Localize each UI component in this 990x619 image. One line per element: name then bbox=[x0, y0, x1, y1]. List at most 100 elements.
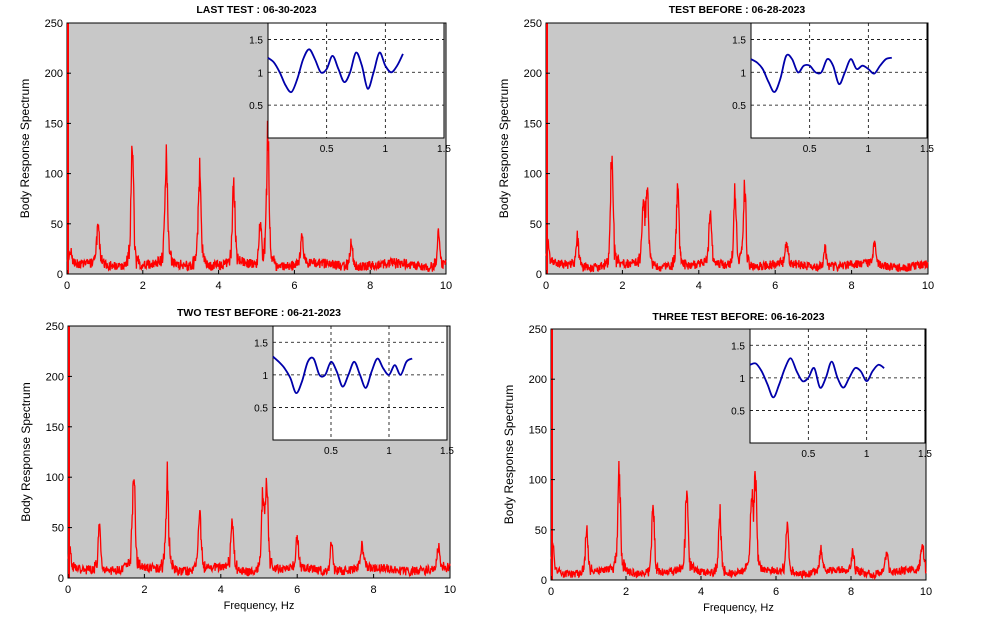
inset-x-tick-label: 1 bbox=[386, 446, 392, 457]
x-tick-label: 0 bbox=[64, 280, 70, 292]
inset-series bbox=[267, 48, 404, 94]
inset-chart: 0.5 1 1.5 0.5 1 1.5 bbox=[249, 22, 451, 155]
y-tick-label: 100 bbox=[46, 472, 64, 484]
y-axis-label: Body Response Spectrum bbox=[497, 79, 511, 218]
inset-y-tick-label: 1 bbox=[740, 68, 746, 79]
x-tick-label: 10 bbox=[440, 280, 452, 292]
x-tick-label: 0 bbox=[65, 584, 71, 596]
y-tick-label: 150 bbox=[46, 422, 64, 434]
inset-chart: 0.5 1 1.5 0.5 1 1.5 bbox=[732, 22, 934, 155]
x-tick-label: 2 bbox=[623, 586, 629, 598]
y-tick-label: 150 bbox=[45, 118, 63, 130]
y-tick-label: 100 bbox=[524, 169, 542, 181]
x-tick-label: 10 bbox=[444, 584, 456, 596]
y-tick-label: 50 bbox=[530, 219, 542, 231]
y-tick-label: 150 bbox=[524, 118, 542, 130]
y-tick-label: 200 bbox=[524, 68, 542, 80]
inset-y-tick-label: 1.5 bbox=[731, 341, 745, 352]
y-tick-label: 0 bbox=[541, 575, 547, 587]
y-tick-label: 100 bbox=[529, 475, 547, 487]
y-axis-label: Body Response Spectrum bbox=[19, 382, 33, 521]
x-tick-label: 10 bbox=[920, 586, 932, 598]
y-axis-label: Body Response Spectrum bbox=[502, 385, 516, 524]
x-tick-label: 2 bbox=[141, 584, 147, 596]
x-tick-label: 6 bbox=[291, 280, 297, 292]
inset-y-tick-label: 1 bbox=[739, 374, 745, 385]
x-tick-label: 6 bbox=[772, 280, 778, 292]
spectrum-series bbox=[67, 461, 451, 578]
spectrum-series bbox=[66, 120, 447, 273]
inset-x-tick-label: 0.5 bbox=[320, 144, 334, 155]
inset-x-tick-label: 1 bbox=[864, 449, 870, 460]
x-tick-label: 2 bbox=[619, 280, 625, 292]
inset-x-tick-label: 1.5 bbox=[920, 144, 934, 155]
chart-title: TEST BEFORE : 06-28-2023 bbox=[669, 4, 806, 16]
x-tick-label: 0 bbox=[548, 586, 554, 598]
x-tick-label: 8 bbox=[849, 280, 855, 292]
inset-y-tick-label: 1.5 bbox=[254, 338, 268, 349]
x-tick-label: 4 bbox=[698, 586, 704, 598]
x-tick-label: 6 bbox=[773, 586, 779, 598]
chart-title: THREE TEST BEFORE: 06-16-2023 bbox=[652, 311, 824, 323]
inset-x-tick-label: 0.5 bbox=[803, 144, 817, 155]
inset-x-tick-label: 1.5 bbox=[437, 144, 451, 155]
inset-y-tick-label: 1 bbox=[262, 371, 268, 382]
inset-y-tick-label: 0.5 bbox=[732, 101, 746, 112]
spectrum-series bbox=[545, 155, 929, 273]
chart-panel-3: 0 50 100 150 200 250 0 2 4 6 8 10 TWO TEST BEFORE : … bbox=[19, 307, 456, 612]
y-tick-label: 200 bbox=[529, 374, 547, 386]
chart-title: LAST TEST : 06-30-2023 bbox=[196, 4, 316, 16]
inset-series bbox=[749, 357, 885, 399]
x-tick-label: 2 bbox=[140, 280, 146, 292]
inset-x-tick-label: 1.5 bbox=[918, 449, 932, 460]
y-axis-label: Body Response Spectrum bbox=[18, 79, 32, 218]
y-tick-label: 0 bbox=[57, 269, 63, 281]
y-tick-label: 50 bbox=[535, 525, 547, 537]
inset-y-tick-label: 0.5 bbox=[254, 403, 268, 414]
y-tick-label: 250 bbox=[46, 321, 64, 333]
x-tick-label: 4 bbox=[216, 280, 222, 292]
y-tick-label: 0 bbox=[536, 269, 542, 281]
inset-plot-area bbox=[750, 22, 928, 139]
inset-series bbox=[750, 53, 892, 93]
inset-series bbox=[272, 355, 413, 394]
chart-panel-4: 0 50 100 150 200 250 0 2 4 6 8 10 THREE TEST BEFORE:… bbox=[502, 311, 932, 614]
y-tick-label: 200 bbox=[46, 371, 64, 383]
x-tick-label: 8 bbox=[848, 586, 854, 598]
inset-x-tick-label: 0.5 bbox=[324, 446, 338, 457]
inset-plot-area bbox=[272, 325, 448, 441]
chart-panel-1: 0 50 100 150 200 250 0 2 4 6 8 10 LAST TEST : 06-30-… bbox=[18, 4, 452, 292]
inset-x-tick-label: 1 bbox=[383, 144, 389, 155]
inset-plot-area bbox=[267, 22, 445, 139]
y-tick-label: 100 bbox=[45, 169, 63, 181]
inset-y-tick-label: 1.5 bbox=[732, 35, 746, 46]
y-tick-label: 250 bbox=[524, 18, 542, 30]
y-tick-label: 200 bbox=[45, 68, 63, 80]
x-axis-label: Frequency, Hz bbox=[703, 602, 774, 614]
x-tick-label: 6 bbox=[294, 584, 300, 596]
x-tick-label: 10 bbox=[922, 280, 934, 292]
inset-x-tick-label: 0.5 bbox=[801, 449, 815, 460]
y-tick-label: 250 bbox=[45, 18, 63, 30]
y-tick-label: 250 bbox=[529, 324, 547, 336]
inset-y-tick-label: 0.5 bbox=[249, 101, 263, 112]
inset-y-tick-label: 1 bbox=[257, 68, 263, 79]
y-tick-label: 150 bbox=[529, 424, 547, 436]
y-tick-label: 0 bbox=[58, 573, 64, 585]
inset-y-tick-label: 1.5 bbox=[249, 35, 263, 46]
inset-x-tick-label: 1 bbox=[866, 144, 872, 155]
inset-y-tick-label: 0.5 bbox=[731, 406, 745, 417]
x-tick-label: 0 bbox=[543, 280, 549, 292]
inset-x-tick-label: 1.5 bbox=[440, 446, 454, 457]
x-tick-label: 8 bbox=[367, 280, 373, 292]
inset-chart: 0.5 1 1.5 0.5 1 1.5 bbox=[731, 328, 932, 460]
y-tick-label: 50 bbox=[52, 523, 64, 535]
x-tick-label: 8 bbox=[371, 584, 377, 596]
x-tick-label: 4 bbox=[218, 584, 224, 596]
chart-panel-2: 0 50 100 150 200 250 0 2 4 6 8 10 TEST BEFORE : 06-2… bbox=[497, 4, 934, 292]
spectrum-series bbox=[550, 460, 927, 581]
chart-title: TWO TEST BEFORE : 06-21-2023 bbox=[177, 307, 341, 319]
y-tick-label: 50 bbox=[51, 219, 63, 231]
x-axis-label: Frequency, Hz bbox=[224, 600, 295, 612]
